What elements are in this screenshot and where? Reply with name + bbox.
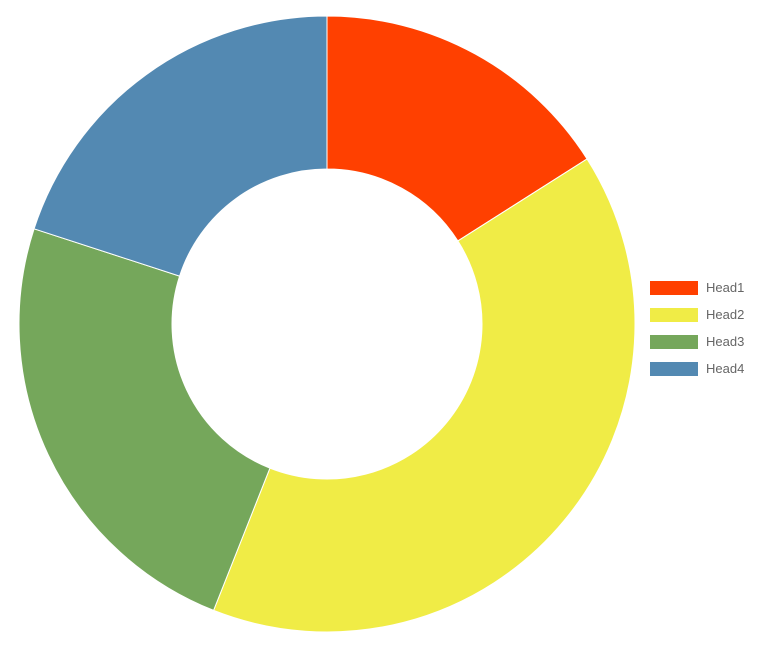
legend-swatch-head1 bbox=[650, 280, 698, 295]
legend-item-head4[interactable]: Head4 bbox=[650, 355, 744, 382]
donut-slice-head4[interactable] bbox=[33, 15, 328, 277]
legend-swatch-head3 bbox=[650, 334, 698, 349]
legend-label-head2: Head2 bbox=[706, 307, 745, 322]
donut-slice-head1[interactable] bbox=[326, 15, 588, 242]
legend-swatch-head2 bbox=[650, 307, 698, 322]
legend-label-head3: Head3 bbox=[706, 334, 745, 349]
legend-swatch-head4 bbox=[650, 361, 698, 376]
legend-item-head3[interactable]: Head3 bbox=[650, 328, 744, 355]
legend-item-head2[interactable]: Head2 bbox=[650, 301, 744, 328]
donut-slice-head3[interactable] bbox=[18, 228, 271, 612]
legend-label-head1: Head1 bbox=[706, 280, 745, 295]
donut-slice-head2[interactable] bbox=[212, 158, 636, 633]
chart-legend: Head1 Head2 Head3 Head4 bbox=[650, 274, 744, 382]
legend-label-head4: Head4 bbox=[706, 361, 745, 376]
legend-item-head1[interactable]: Head1 bbox=[650, 274, 744, 301]
